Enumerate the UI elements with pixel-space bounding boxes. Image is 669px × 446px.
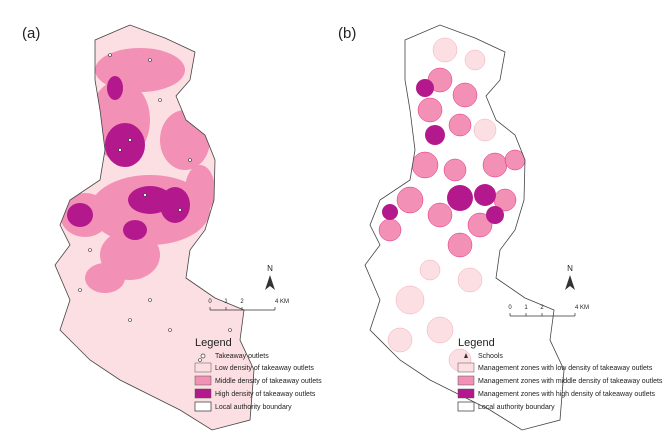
label: Management zones with high density of ta… [478,391,656,398]
label: Management zones with low density of tak… [478,365,653,372]
label: 4 KM [575,305,589,311]
scale-bar: 0 1 2 4 KM [508,305,589,317]
label: 0 [508,305,512,311]
panel-label: (a) [22,25,40,42]
label: 2 [240,299,244,305]
label: Low density of takeaway outlets [215,365,314,372]
label: Takeaway outlets [215,353,269,360]
label: High density of takeaway outlets [215,391,316,398]
label: 1 [524,305,528,311]
panel-label: (b) [338,25,356,42]
label: Legend [458,337,495,349]
label: Management zones with middle density of … [478,378,663,385]
legend: Legend Schools Management zones with low… [457,337,663,412]
label: Legend [195,337,232,349]
label: 4 KM [275,299,289,305]
scale-bar: 0 1 2 4 KM [208,299,289,311]
north-arrow: N [565,264,575,290]
label: Local authority boundary [215,404,292,411]
label: Local authority boundary [478,404,555,411]
map-a [54,24,255,431]
map-b [364,24,565,431]
legend: Legend Takeaway outlets Low density of t… [194,337,322,412]
label: 0 [208,299,212,305]
label: 1 [224,299,228,305]
label: N [567,264,573,273]
north-arrow: N [265,264,275,290]
label: Schools [478,353,503,360]
label: 2 [540,305,544,311]
label: Middle density of takeaway outlets [215,378,322,385]
label: N [267,264,273,273]
